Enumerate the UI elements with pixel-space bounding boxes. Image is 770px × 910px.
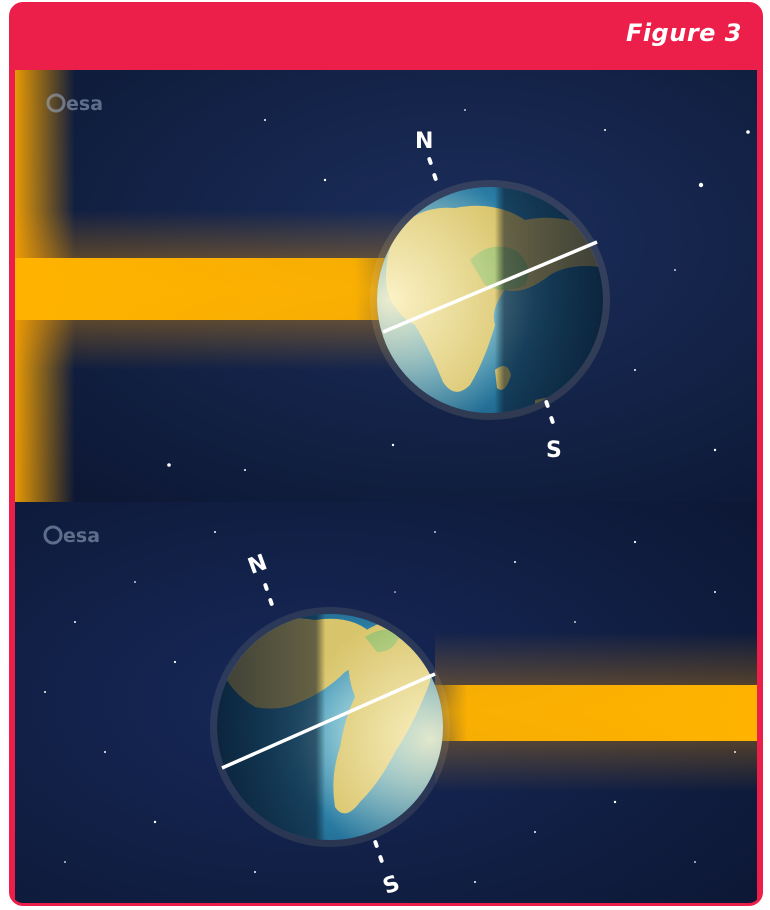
esa-logo-text: esa xyxy=(66,93,103,115)
bottom-scene-svg: N S esa xyxy=(15,502,757,903)
illustration-panel-bottom: N S esa xyxy=(15,502,757,903)
esa-logo-icon xyxy=(46,93,66,113)
illustration-panel-top: N S esa xyxy=(15,70,757,502)
north-pole-label: N xyxy=(415,129,433,154)
axis-dots xyxy=(427,157,555,424)
equator-line xyxy=(382,240,598,334)
stars xyxy=(167,109,750,471)
esa-logo: esa xyxy=(43,525,100,547)
sunlight-beam xyxy=(15,258,415,320)
figure-title: Figure 3 xyxy=(625,19,742,47)
esa-logo-icon xyxy=(43,525,63,545)
figure-header: Figure 3 xyxy=(12,5,760,68)
equator-line xyxy=(221,672,436,770)
top-scene-svg: N S esa xyxy=(15,70,757,502)
axis-dots xyxy=(263,583,384,863)
figure-card: Figure 3 xyxy=(9,2,763,906)
stars xyxy=(44,531,736,883)
south-pole-label: S xyxy=(546,438,562,463)
esa-logo: esa xyxy=(46,93,103,115)
earth-icon xyxy=(370,180,610,420)
earth-icon xyxy=(210,607,450,847)
esa-logo-text: esa xyxy=(63,525,100,547)
sunlight-beam xyxy=(435,685,757,741)
